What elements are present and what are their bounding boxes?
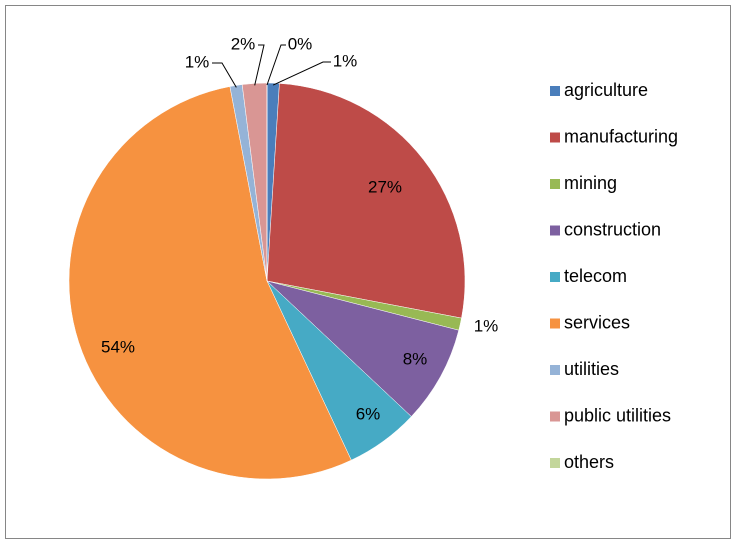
legend-swatch xyxy=(550,411,560,422)
leader-line xyxy=(254,44,265,86)
pie-slice xyxy=(266,83,466,319)
pie-slice xyxy=(266,280,460,417)
legend-swatch xyxy=(550,365,560,375)
pie-slice xyxy=(68,86,352,480)
data-label: 54% xyxy=(101,337,135,356)
legend-label: public utilities xyxy=(564,405,671,425)
data-label: 2% xyxy=(231,34,256,53)
legend-swatch xyxy=(550,458,560,468)
leader-line xyxy=(212,62,237,88)
legend-swatch xyxy=(550,225,560,236)
data-label: 0% xyxy=(288,34,313,53)
legend-label: mining xyxy=(564,173,617,193)
legend-swatch xyxy=(550,318,560,329)
legend-label: utilities xyxy=(564,359,619,379)
legend-label: construction xyxy=(564,219,661,239)
legend-swatch xyxy=(550,272,560,282)
legend-label: services xyxy=(564,312,630,332)
data-label: 1% xyxy=(333,51,358,70)
data-label: 1% xyxy=(474,316,499,335)
legend-label: others xyxy=(564,452,614,472)
legend-swatch xyxy=(550,86,560,96)
legend-label: telecom xyxy=(564,266,627,286)
data-label: 8% xyxy=(403,349,428,368)
leader-line xyxy=(266,44,286,86)
leader-line xyxy=(272,61,331,86)
legend-swatch xyxy=(550,179,560,189)
legend-swatch xyxy=(550,132,560,143)
legend-label: agriculture xyxy=(564,80,648,100)
data-label: 1% xyxy=(185,52,210,71)
data-label: 6% xyxy=(356,404,381,423)
legend-label: manufacturing xyxy=(564,126,678,146)
data-label: 27% xyxy=(368,177,402,196)
